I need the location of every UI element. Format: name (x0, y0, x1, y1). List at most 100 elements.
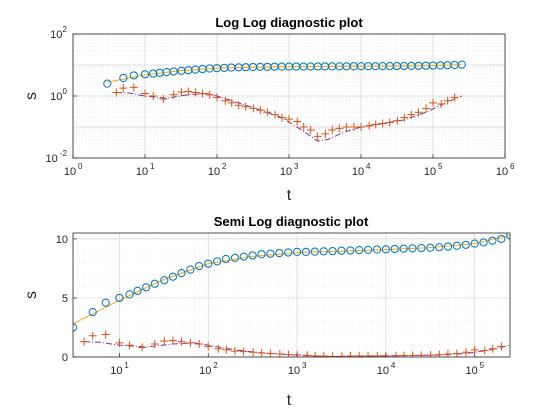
semilog-drawdown-point (142, 283, 151, 292)
loglog-derivative-point (328, 126, 337, 135)
loglog-derivative-point (112, 88, 121, 97)
semilog-derivative-point (426, 351, 435, 357)
loglog-derivative-point (357, 123, 365, 131)
semilog-drawdown-point (488, 236, 497, 245)
semilog-drawdown-point (399, 244, 408, 253)
semilog-drawdown-point (497, 234, 506, 243)
semilog-drawdown-point (168, 272, 177, 281)
semilog-drawdown-point (177, 269, 186, 278)
loglog-derivative-point (342, 123, 351, 131)
loglog-xtick-exponent: 3 (294, 162, 299, 171)
loglog-derivative-point (256, 106, 265, 115)
semilog-drawdown-point (372, 245, 382, 254)
semilog-drawdown-point (266, 249, 275, 258)
semilog-ylabel: s (23, 291, 40, 299)
loglog-xtick-exponent: 0 (78, 162, 83, 171)
loglog-derivative-point (385, 118, 394, 127)
loglog-derivative-point (443, 96, 452, 105)
semilog-derivative-point (230, 347, 239, 356)
loglog-derivative-point (293, 117, 302, 126)
loglog-drawdown-point (149, 69, 158, 78)
loglog-xtick-label: 10 (280, 166, 292, 178)
loglog-derivative-point (306, 126, 315, 135)
loglog-drawdown-point (103, 79, 112, 88)
semilog-derivative-point (257, 348, 266, 357)
loglog-derivative-point (278, 113, 287, 122)
semilog-drawdown-point (275, 248, 284, 258)
semilog-derivative-point (186, 338, 195, 347)
semilog-derivative-point (373, 351, 382, 357)
loglog-xlabel: t (287, 187, 292, 204)
semilog-drawdown-point (239, 252, 248, 261)
semilog-derivative-point (470, 345, 479, 354)
semilog-xtick-label: 10 (199, 365, 211, 377)
loglog-derivative-point (271, 110, 280, 119)
semilog-derivative-point (266, 349, 275, 357)
semilog-drawdown-point (101, 298, 110, 307)
semilog-derivative-point (364, 351, 373, 357)
loglog-ytick-exponent: 2 (63, 25, 68, 34)
loglog-derivative-point (450, 93, 459, 102)
semilog-drawdown-point (125, 290, 134, 299)
loglog-series (103, 60, 466, 142)
semilog-drawdown-point (337, 246, 346, 255)
loglog-ytick-label: 10 (50, 91, 62, 103)
loglog-derivative-point (429, 98, 437, 107)
loglog-derivative-point (191, 88, 200, 97)
semilog-drawdown-point (150, 279, 159, 288)
semilog-drawdown-point (195, 261, 204, 271)
semilog-drawdown-point (381, 245, 390, 254)
semilog-drawdown-point (346, 246, 355, 255)
semilog-drawdown-point (426, 243, 435, 252)
semilog-axes-box (72, 232, 511, 358)
semilog-drawdown-point (204, 259, 213, 268)
loglog-ytick-exponent: -2 (60, 149, 68, 158)
loglog-derivative-point (198, 89, 207, 98)
loglog-drawdown-point (129, 71, 138, 80)
semilog-derivative-point (319, 352, 328, 357)
semilog-drawdown-point (186, 265, 195, 274)
semilog-drawdown-point (230, 253, 240, 262)
semilog-derivative-point (480, 346, 489, 355)
semilog-xtick-exponent: 5 (480, 361, 485, 370)
semilog-derivative-point (462, 348, 471, 357)
loglog-derivative-point (234, 101, 243, 110)
semilog-derivative-point (488, 344, 497, 353)
loglog-derivative-point (249, 104, 258, 113)
loglog-derivative-point (335, 124, 344, 133)
loglog-series-clip (103, 60, 466, 142)
semilog-xlabel: t (287, 392, 292, 409)
loglog-derivative-point (371, 120, 380, 129)
loglog-xtick-exponent: 4 (366, 162, 371, 171)
loglog-xtick-exponent: 2 (222, 162, 227, 171)
semilog-drawdown-point (506, 233, 510, 240)
loglog-xtick-label: 10 (136, 166, 148, 178)
loglog-derivative-point (414, 108, 423, 117)
loglog-ytick-exponent: 0 (63, 87, 68, 96)
semilog-derivative-point (391, 351, 400, 357)
semilog-xtick-exponent: 1 (124, 361, 129, 370)
semilog-series (73, 233, 510, 357)
loglog-ylabel: s (23, 92, 40, 100)
semilog-derivative-point (355, 351, 364, 357)
semilog-series-clip (73, 233, 510, 357)
loglog-derivative-point (313, 132, 322, 141)
semilog-derivative-point (150, 340, 159, 349)
semilog-derivative-point (101, 330, 110, 339)
loglog-xtick-exponent: 1 (150, 162, 155, 171)
semilog-ytick-label: 10 (56, 234, 68, 246)
semilog-derivative-point (452, 349, 461, 357)
semilog-derivative-point (303, 351, 312, 357)
semilog-xtick-exponent: 2 (213, 361, 218, 370)
semilog-drawdown-point (248, 251, 257, 260)
loglog-derivative-point (407, 110, 416, 119)
semilog-xtick-label: 10 (110, 365, 122, 377)
semilog-ytick-label: 5 (62, 293, 68, 305)
semilog-drawdown-point (435, 243, 444, 252)
semilog-xtick-label: 10 (377, 365, 389, 377)
semilog-drawdown-point (470, 239, 479, 248)
